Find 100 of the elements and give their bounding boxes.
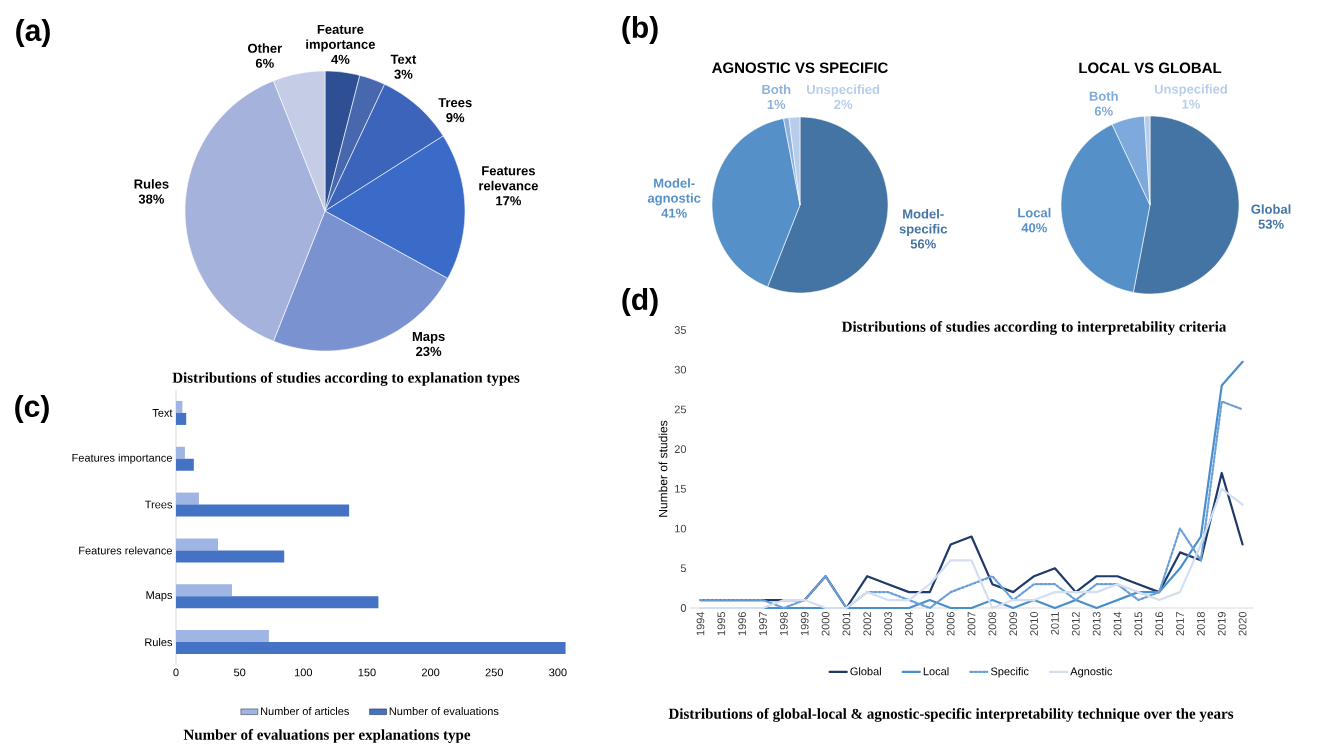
chart-title: AGNOSTIC VS SPECIFIC bbox=[712, 62, 888, 74]
legend-label: Number of articles bbox=[261, 707, 349, 716]
text: Distributions of studies according to explanation types bbox=[172, 372, 520, 386]
bar bbox=[176, 630, 269, 643]
y-tick-label: 20 bbox=[674, 445, 687, 454]
y-tick-label: Trees bbox=[145, 500, 173, 509]
slice-label: Unspecified bbox=[807, 84, 880, 97]
data-label: 3% bbox=[394, 69, 413, 79]
x-tick-label: 2010 bbox=[1030, 611, 1038, 636]
x-tick-label: 2006 bbox=[946, 612, 955, 636]
bar bbox=[176, 584, 233, 597]
text: (b) bbox=[622, 16, 658, 44]
data-label: 9% bbox=[446, 113, 465, 123]
x-tick-label: 2008 bbox=[988, 612, 997, 636]
x-tick-label: 2018 bbox=[1197, 612, 1205, 636]
bar bbox=[176, 446, 185, 459]
x-tick-label: 2012 bbox=[1071, 612, 1080, 636]
data-label: 38% bbox=[138, 194, 165, 204]
x-tick-label: 2017 bbox=[1176, 612, 1184, 636]
data-label: 56% bbox=[910, 239, 936, 249]
y-tick-label: 10 bbox=[675, 524, 687, 533]
y-tick-label: 0 bbox=[680, 604, 687, 612]
x-tick-label: 2007 bbox=[967, 612, 976, 636]
text: (a) bbox=[16, 19, 50, 47]
slice-label: Other bbox=[248, 43, 282, 53]
data-label: 1% bbox=[1182, 99, 1200, 109]
slice-label: Text bbox=[390, 54, 417, 64]
y-tick-label: Features importance bbox=[72, 453, 172, 464]
slice-label: Maps bbox=[412, 331, 445, 344]
data-label: 1% bbox=[767, 99, 786, 110]
bar bbox=[176, 550, 285, 563]
y-axis-title: Number of studies bbox=[658, 420, 668, 517]
bar bbox=[176, 642, 566, 655]
chart-title: LOCAL VS GLOBAL bbox=[1079, 62, 1222, 74]
bar bbox=[176, 538, 219, 551]
y-tick-label: Maps bbox=[146, 591, 173, 602]
x-tick-label: 2002 bbox=[863, 612, 872, 636]
data-label: 23% bbox=[416, 346, 442, 357]
slice-label: Features relevance bbox=[479, 166, 538, 191]
legend-label: Local bbox=[923, 667, 949, 676]
x-tick-label: 1997 bbox=[759, 612, 767, 636]
text: (d) bbox=[622, 288, 658, 316]
bar bbox=[176, 492, 199, 505]
data-label: 17% bbox=[496, 196, 522, 206]
slice-label: Feature importance bbox=[306, 24, 375, 52]
x-tick-label: 50 bbox=[233, 668, 246, 677]
slice-label: Unspecified bbox=[1154, 84, 1227, 97]
data-label: 6% bbox=[1094, 106, 1113, 116]
bar bbox=[176, 458, 194, 471]
bar bbox=[176, 400, 183, 413]
x-tick-label: 2011 bbox=[1051, 612, 1059, 635]
x-tick-label: 2014 bbox=[1113, 611, 1122, 636]
x-tick-label: 2015 bbox=[1134, 612, 1143, 636]
text: Distributions of global-local & agnostic-specific interpretability technique over the years bbox=[668, 708, 1234, 722]
data-label: 53% bbox=[1258, 219, 1284, 229]
data-label: 2% bbox=[834, 99, 853, 110]
x-tick-label: 2005 bbox=[925, 612, 934, 636]
y-tick-label: 35 bbox=[674, 326, 686, 334]
slice-label: Trees bbox=[438, 98, 472, 108]
y-tick-label: Rules bbox=[145, 638, 173, 647]
y-tick-label: Features relevance bbox=[79, 546, 172, 555]
x-tick-label: 1998 bbox=[779, 612, 788, 636]
data-label: 41% bbox=[661, 208, 687, 218]
annotation: Distributions of studies according to interpretability criteria bbox=[841, 321, 1227, 335]
bar bbox=[176, 504, 350, 517]
legend-label: Number of evaluations bbox=[389, 707, 499, 716]
x-tick-label: 2019 bbox=[1217, 612, 1226, 636]
data-label: 40% bbox=[1021, 223, 1047, 233]
x-tick-label: 250 bbox=[485, 668, 503, 677]
legend-label: Agnostic bbox=[1070, 667, 1113, 678]
y-tick-label: Text bbox=[152, 409, 173, 417]
text: Number of evaluations per explanations type bbox=[183, 729, 471, 743]
x-tick-label: 2016 bbox=[1155, 612, 1164, 636]
x-tick-label: 2009 bbox=[1009, 612, 1018, 636]
slice-label: Model-agnostic bbox=[647, 178, 701, 206]
slice-label: Local bbox=[1018, 207, 1051, 218]
bar bbox=[176, 596, 379, 609]
x-tick-label: 1994 bbox=[696, 611, 705, 636]
slice-label: Both bbox=[1089, 91, 1118, 101]
x-tick-label: 2000 bbox=[821, 611, 830, 636]
x-tick-label: 300 bbox=[549, 668, 567, 677]
bar bbox=[176, 412, 187, 425]
legend-label: Global bbox=[850, 667, 881, 676]
y-tick-label: 25 bbox=[674, 405, 686, 414]
x-tick-label: 2020 bbox=[1238, 611, 1247, 636]
text: (c) bbox=[15, 395, 49, 423]
x-tick-label: 2001 bbox=[842, 612, 851, 636]
x-tick-label: 100 bbox=[294, 668, 313, 677]
x-tick-label: 1995 bbox=[717, 612, 726, 636]
legend-label: Specific bbox=[990, 667, 1029, 678]
data-label: 4% bbox=[331, 54, 350, 64]
x-tick-label: 1996 bbox=[738, 612, 747, 636]
y-tick-label: 30 bbox=[674, 365, 687, 374]
x-tick-label: 1999 bbox=[800, 612, 809, 636]
x-tick-label: 2004 bbox=[905, 611, 913, 636]
slice-label: Global bbox=[1251, 204, 1291, 214]
data-label: 6% bbox=[255, 58, 274, 68]
x-tick-label: 200 bbox=[421, 668, 440, 677]
slice-label: Model-specific bbox=[899, 208, 948, 237]
slice-label: Both bbox=[762, 84, 791, 95]
